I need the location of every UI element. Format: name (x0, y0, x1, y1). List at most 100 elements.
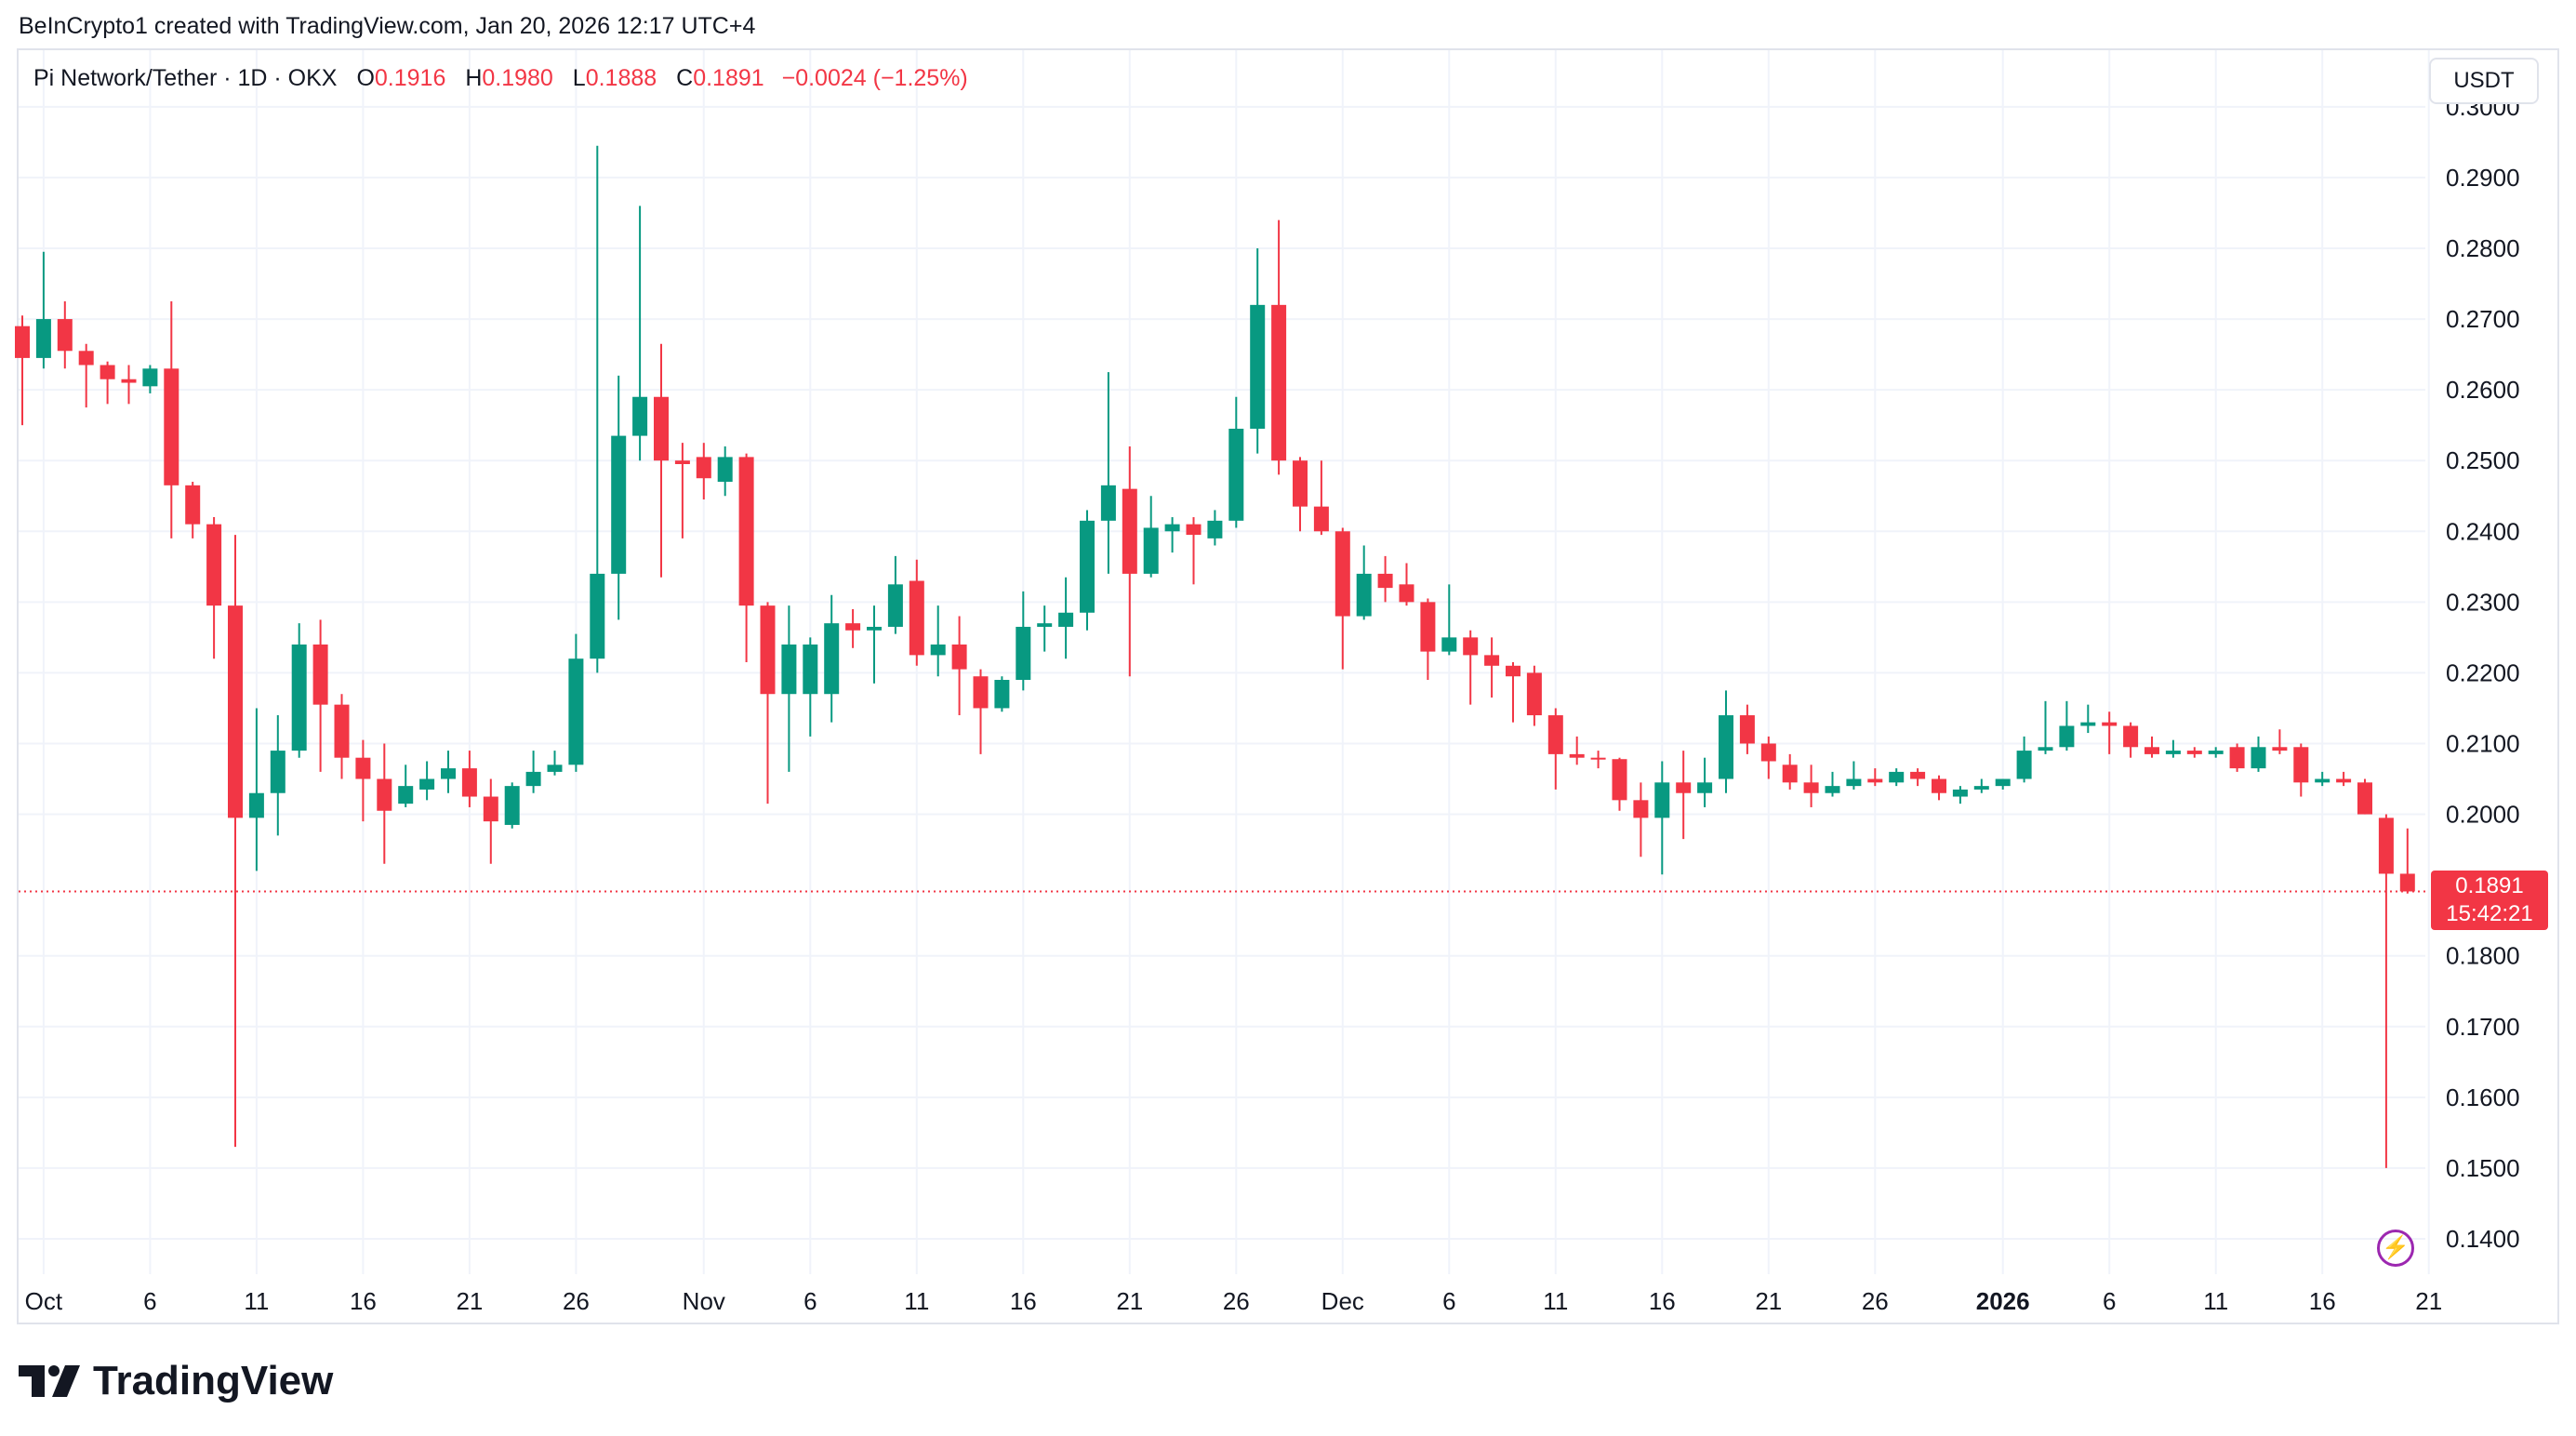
candle-body (1037, 623, 1053, 627)
candle-body (1313, 506, 1329, 532)
candle-body (760, 605, 776, 695)
y-tick-label: 0.2900 (2446, 164, 2520, 192)
candle-body (1526, 672, 1542, 716)
ohlc-legend: Pi Network/Tether · 1D · OKX O0.1916 H0.… (33, 65, 968, 92)
candle-body (2229, 747, 2245, 769)
candle-body (2038, 747, 2053, 751)
candle-body (57, 319, 73, 352)
candle-body (696, 457, 711, 479)
x-tick-label: 11 (244, 1287, 269, 1315)
brand-name: TradingView (93, 1358, 334, 1403)
candle-body (1420, 602, 1436, 652)
candle-body (78, 351, 94, 366)
y-tick-label: 0.2700 (2446, 305, 2520, 333)
candle-body (1654, 782, 1670, 818)
candle-body (461, 768, 477, 797)
candle-body (1186, 524, 1202, 536)
candle-body (951, 644, 967, 670)
candle-body (1676, 782, 1692, 793)
candle-body (1441, 637, 1457, 652)
last-price-tag: 0.1891 15:42:21 (2431, 871, 2548, 931)
x-tick-label: 6 (2103, 1287, 2116, 1315)
candle-body (1590, 757, 1606, 760)
candle-body (312, 644, 328, 705)
open-label: O (356, 65, 375, 91)
candle-body (419, 778, 435, 790)
y-tick-label: 0.1400 (2446, 1225, 2520, 1253)
candle-body (654, 396, 669, 461)
x-tick-label: 16 (1010, 1287, 1037, 1315)
candle-body (930, 644, 946, 656)
candle-body (1995, 778, 2011, 787)
candle-body (717, 457, 733, 483)
y-tick-label: 0.1600 (2446, 1084, 2520, 1111)
candle-body (2208, 751, 2224, 754)
low-label: L (572, 65, 586, 91)
candle-body (1377, 573, 1393, 589)
currency-unit-button[interactable]: USDT (2429, 58, 2539, 104)
close-label: C (676, 65, 694, 91)
bar-countdown: 15:42:21 (2446, 901, 2533, 927)
candle-body (398, 786, 414, 804)
candle-body (1484, 655, 1500, 666)
x-tick-label: 26 (563, 1287, 590, 1315)
last-price-value: 0.1891 (2455, 873, 2524, 899)
candle-body (568, 658, 584, 765)
flash-icon[interactable]: ⚡ (2377, 1230, 2414, 1267)
y-tick-label: 0.2200 (2446, 658, 2520, 686)
x-tick-label: Oct (25, 1287, 63, 1315)
y-tick-label: 0.1500 (2446, 1154, 2520, 1182)
candle-body (1612, 759, 1627, 801)
candle-body (1250, 304, 1266, 429)
candle-body (1569, 753, 1585, 758)
candle-body (1334, 531, 1350, 617)
candle-body (2080, 722, 2096, 726)
x-tick-label: 6 (143, 1287, 156, 1315)
candle-body (674, 460, 690, 465)
y-tick-label: 0.2600 (2446, 376, 2520, 404)
x-tick-label: 16 (350, 1287, 377, 1315)
candle-body (1271, 304, 1287, 461)
candle-body (1207, 520, 1223, 538)
candle-body (1228, 428, 1244, 521)
candle-body (1910, 771, 1926, 779)
candle-body (994, 680, 1010, 709)
x-tick-label: 26 (1223, 1287, 1250, 1315)
candle-body (270, 751, 285, 793)
candle-body (909, 580, 924, 656)
candle-body (1867, 778, 1883, 783)
candle-body (1463, 637, 1479, 656)
candle-body (206, 524, 222, 606)
candle-body (504, 786, 520, 825)
candle-body (2378, 818, 2394, 874)
tradingview-brand[interactable]: TradingView (19, 1358, 333, 1404)
high-label: H (465, 65, 483, 91)
candle-body (228, 605, 243, 818)
candle-body (2123, 725, 2139, 748)
low-value: 0.1888 (585, 65, 657, 91)
candle-body (887, 584, 903, 627)
candle-body (1633, 800, 1649, 818)
candle-body (334, 704, 350, 758)
candle-body (1100, 485, 1116, 521)
candle-body (824, 623, 840, 695)
candle-body (1143, 527, 1159, 574)
candle-body (1889, 771, 1905, 783)
candle-body (1973, 786, 1989, 790)
candle-body (1760, 743, 1776, 762)
x-tick-label: 16 (1649, 1287, 1676, 1315)
price-chart[interactable]: 0.30000.29000.28000.27000.26000.25000.24… (0, 0, 2576, 1339)
y-tick-label: 0.2300 (2446, 588, 2520, 616)
x-tick-label: 21 (1755, 1287, 1782, 1315)
x-tick-label: 6 (1442, 1287, 1455, 1315)
x-tick-label: 11 (904, 1287, 929, 1315)
candle-body (441, 768, 456, 779)
candle-body (355, 757, 371, 779)
candle-body (1932, 778, 1946, 793)
symbol-label[interactable]: Pi Network/Tether · 1D · OKX (33, 65, 338, 91)
chart-credit: BeInCrypto1 created with TradingView.com… (19, 13, 756, 39)
candle-body (547, 765, 563, 772)
candle-body (1697, 782, 1713, 793)
y-tick-label: 0.2100 (2446, 729, 2520, 757)
candle-body (2186, 751, 2202, 754)
